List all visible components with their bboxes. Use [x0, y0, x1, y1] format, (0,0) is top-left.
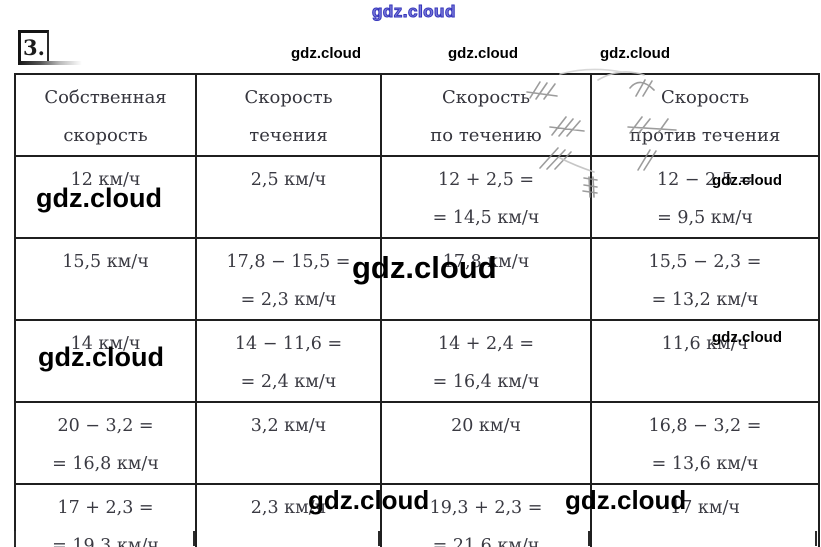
cell-current-speed: 2,3 км/ч: [195, 483, 382, 547]
cell-upstream-speed: 16,8 − 3,2 = = 13,6 км/ч: [590, 401, 820, 485]
watermark-above-table-3: gdz.cloud: [600, 45, 670, 62]
cell-own-speed: 17 + 2,3 = = 19,3 км/ч: [14, 483, 197, 547]
cell-own-speed: 12 км/ч: [14, 155, 197, 239]
table-row: 17 + 2,3 = = 19,3 км/ч 2,3 км/ч 19,3 + 2…: [14, 483, 820, 547]
table-row: 15,5 км/ч 17,8 − 15,5 = = 2,3 км/ч 17,8 …: [14, 237, 820, 321]
pencil-smudge: [18, 61, 82, 65]
watermark-row5-left: gdz.cloud: [308, 485, 430, 515]
table-edge-stub: [193, 531, 195, 546]
cell-downstream-speed: 19,3 + 2,3 = = 21,6 км/ч: [380, 483, 592, 547]
table-edge-stub: [378, 531, 380, 546]
table-header-row: Собственная скорость Скорость течения Ск…: [14, 73, 820, 157]
table-edge-stub: [815, 531, 817, 546]
watermark-above-table-1: gdz.cloud: [291, 45, 361, 62]
header-own-speed: Собственная скорость: [14, 73, 197, 157]
watermark-row3-col4: gdz.cloud: [712, 329, 782, 346]
speed-table: Собственная скорость Скорость течения Ск…: [14, 73, 820, 547]
cell-downstream-speed: 20 км/ч: [380, 401, 592, 485]
cell-upstream-speed: 15,5 − 2,3 = = 13,2 км/ч: [590, 237, 820, 321]
header-upstream-speed: Скорость против течения: [590, 73, 820, 157]
cell-own-speed: 15,5 км/ч: [14, 237, 197, 321]
watermark-row1-col4: gdz.cloud: [712, 172, 782, 189]
cell-current-speed: 17,8 − 15,5 = = 2,3 км/ч: [195, 237, 382, 321]
task-number-box: 3.: [18, 30, 49, 62]
table-row: 12 км/ч 2,5 км/ч 12 + 2,5 = = 14,5 км/ч …: [14, 155, 820, 239]
watermark-top-outline: gdz.cloud: [372, 2, 456, 21]
cell-current-speed: 3,2 км/ч: [195, 401, 382, 485]
table-edge-stub: [588, 531, 590, 546]
watermark-row3-col1: gdz.cloud: [38, 342, 164, 372]
header-current-speed: Скорость течения: [195, 73, 382, 157]
cell-downstream-speed: 12 + 2,5 = = 14,5 км/ч: [380, 155, 592, 239]
watermark-row5-right: gdz.cloud: [565, 485, 687, 515]
cell-upstream-speed: 17 км/ч: [590, 483, 820, 547]
cell-upstream-speed: 12 − 2,5 = = 9,5 км/ч: [590, 155, 820, 239]
cell-downstream-speed: 14 + 2,4 = = 16,4 км/ч: [380, 319, 592, 403]
table-edge-stub: [14, 531, 16, 546]
table-row: 14 км/ч 14 − 11,6 = = 2,4 км/ч 14 + 2,4 …: [14, 319, 820, 403]
cell-downstream-speed: 17,8 км/ч: [380, 237, 592, 321]
task-number: 3.: [23, 35, 45, 60]
watermark-row1-col1: gdz.cloud: [36, 183, 162, 213]
cell-current-speed: 2,5 км/ч: [195, 155, 382, 239]
watermark-above-table-2: gdz.cloud: [448, 45, 518, 62]
header-downstream-speed: Скорость по течению: [380, 73, 592, 157]
watermark-row2: gdz.cloud: [352, 250, 497, 285]
cell-own-speed: 14 км/ч: [14, 319, 197, 403]
cell-upstream-speed: 11,6 км/ч: [590, 319, 820, 403]
table-row: 20 − 3,2 = = 16,8 км/ч 3,2 км/ч 20 км/ч …: [14, 401, 820, 485]
cell-own-speed: 20 − 3,2 = = 16,8 км/ч: [14, 401, 197, 485]
cell-current-speed: 14 − 11,6 = = 2,4 км/ч: [195, 319, 382, 403]
